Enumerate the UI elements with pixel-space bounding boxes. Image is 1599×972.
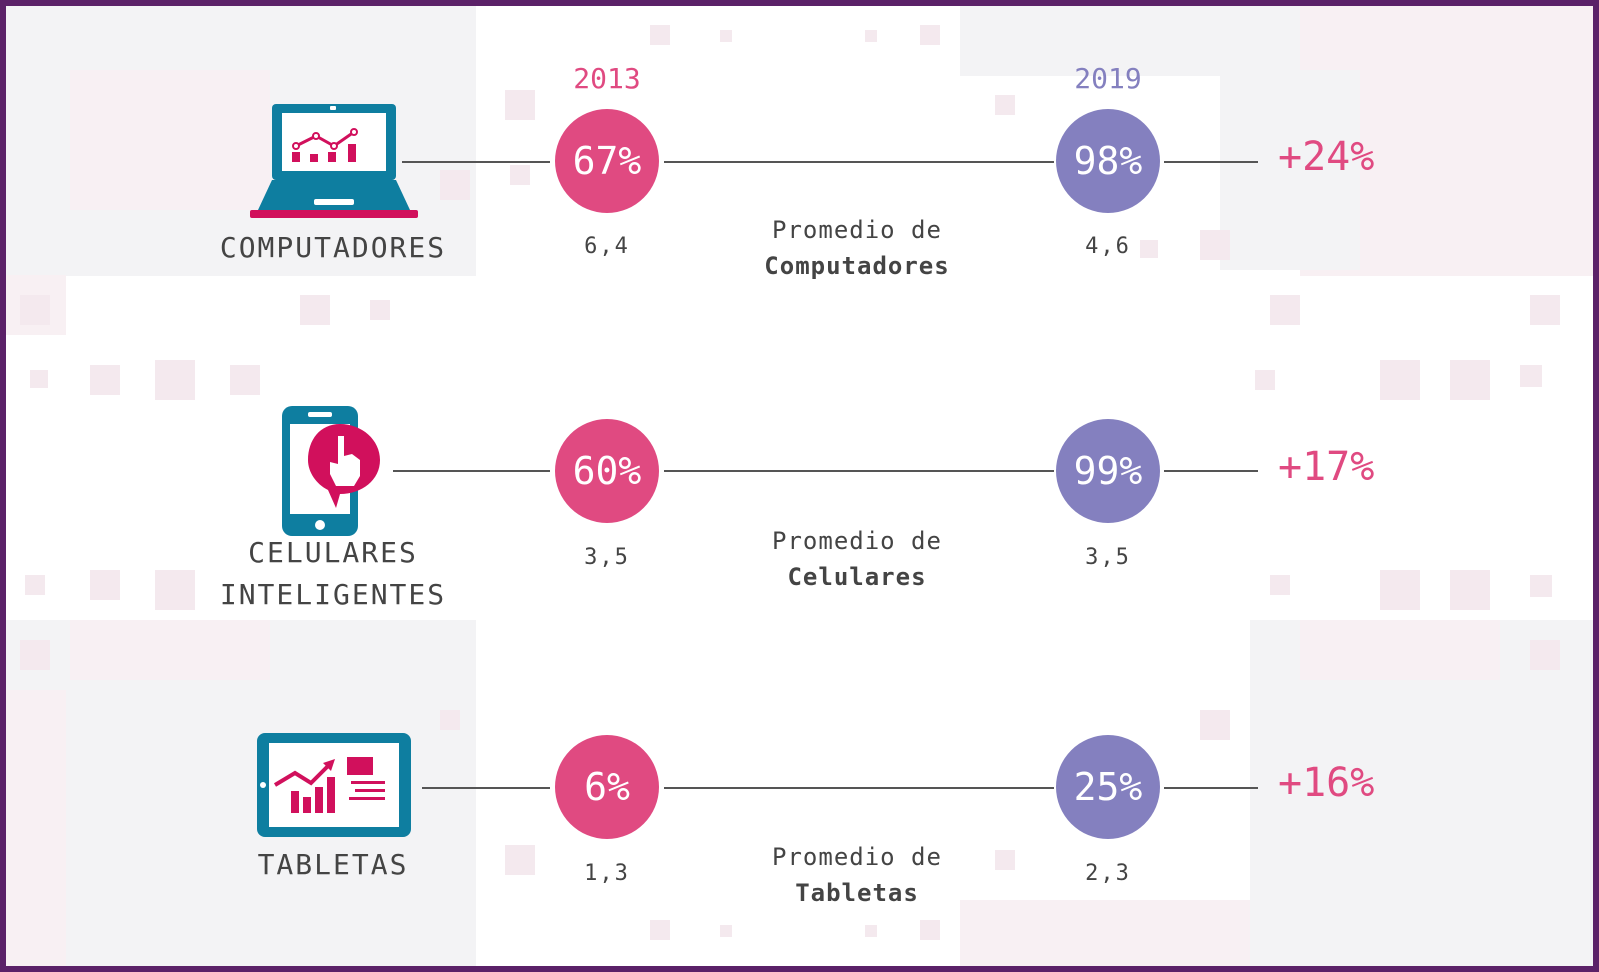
category-label: TABLETAS (183, 844, 483, 886)
end-percent-circle: 99% (1056, 419, 1160, 523)
category-label-line: TABLETAS (257, 848, 409, 881)
category-label-line: COMPUTADORES (219, 231, 447, 264)
end-percent-circle: 98% (1056, 109, 1160, 213)
start-average: 1,3 (584, 861, 630, 886)
connector-line (1164, 161, 1258, 163)
delta-value: +24% (1278, 134, 1375, 180)
year-start-label: 2013 (573, 62, 641, 95)
category-label-line: CELULARES (248, 536, 418, 569)
connector-line (402, 161, 550, 163)
year-end-label: 2019 (1074, 62, 1142, 95)
start-percent-circle: 6% (555, 735, 659, 839)
average-caption-line2: Celulares (787, 563, 927, 591)
average-caption-line1: Promedio de (772, 843, 942, 871)
row-smartphones: CELULARES INTELIGENTES 60% 99% +17% 3,5 … (0, 0, 1599, 611)
category-label: COMPUTADORES (183, 227, 483, 269)
connector-line (664, 161, 1054, 163)
start-percent-circle: 60% (555, 419, 659, 523)
average-caption-line2: Tabletas (795, 879, 919, 907)
average-caption-line1: Promedio de (772, 527, 942, 555)
laptop-chart-icon (250, 104, 418, 218)
average-caption: Promedio de Computadores (697, 212, 1017, 284)
connector-line (393, 470, 550, 472)
row-tablets: TABLETAS 6% 25% +16% 1,3 2,3 Promedio de… (0, 0, 1599, 907)
tablet-chart-icon (257, 733, 411, 837)
end-average: 4,6 (1085, 234, 1131, 259)
average-caption-line2: Computadores (764, 252, 950, 280)
row-computers: COMPUTADORES 67% 98% +24% 6,4 4,6 Promed… (0, 0, 1599, 280)
end-average: 2,3 (1085, 861, 1131, 886)
average-caption: Promedio de Tabletas (697, 839, 1017, 911)
connector-line (1164, 470, 1258, 472)
end-percent-circle: 25% (1056, 735, 1160, 839)
average-caption: Promedio de Celulares (697, 523, 1017, 595)
start-average: 6,4 (584, 234, 630, 259)
end-average: 3,5 (1085, 545, 1131, 570)
connector-line (1164, 787, 1258, 789)
connector-line (422, 787, 550, 789)
delta-value: +16% (1278, 760, 1375, 806)
start-percent-circle: 67% (555, 109, 659, 213)
connector-line (664, 787, 1054, 789)
category-label-line: INTELIGENTES (219, 578, 447, 611)
average-caption-line1: Promedio de (772, 216, 942, 244)
category-label: CELULARES INTELIGENTES (183, 532, 483, 616)
start-average: 3,5 (584, 545, 630, 570)
connector-line (664, 470, 1054, 472)
smartphone-touch-icon (282, 406, 380, 536)
delta-value: +17% (1278, 444, 1375, 490)
